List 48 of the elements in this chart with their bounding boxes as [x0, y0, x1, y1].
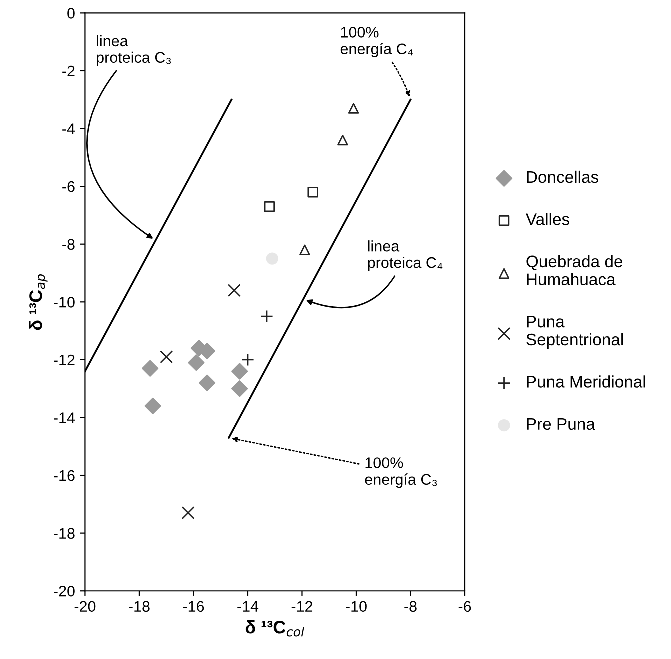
annotation: linea proteica C₃ [97, 35, 172, 66]
y-axis-title: δ ¹³C$_{ap}$ [29, 274, 48, 330]
y-tick-label: -12 [54, 354, 75, 366]
x-tick-label: -20 [74, 601, 96, 612]
point [266, 252, 278, 265]
x-axis-title: δ ¹³C$_{col}$ [246, 620, 304, 637]
point [232, 380, 248, 398]
x-tick-label: -12 [292, 601, 313, 612]
y-tick-label: -6 [62, 181, 75, 192]
x-tick-label: -6 [458, 601, 472, 612]
y-tick-label: -4 [62, 124, 76, 134]
point [348, 103, 360, 114]
legend-label: Puna Meridional [527, 376, 646, 388]
y-tick-label: -16 [54, 470, 75, 482]
y-tick-label: -20 [54, 586, 75, 597]
legend-label: Quebrada de Humahuaca [526, 255, 622, 286]
point [144, 398, 162, 414]
x-tick-label: -10 [346, 601, 367, 612]
point [188, 354, 205, 372]
legend-label: Pre Puna [527, 418, 596, 430]
point [142, 360, 159, 377]
legend-label: Doncellas [527, 170, 599, 184]
point [198, 374, 216, 392]
y-tick-label: -10 [54, 297, 75, 308]
annotation: 100% energía C₃ [365, 458, 438, 488]
annotation: linea proteica C₄ [368, 240, 443, 272]
point [160, 350, 174, 364]
point [182, 506, 195, 520]
point [241, 353, 254, 366]
x-tick-label: -16 [183, 601, 204, 612]
point [260, 310, 274, 324]
point [300, 244, 310, 256]
y-tick-label: -2 [62, 66, 75, 77]
point [264, 201, 276, 212]
x-tick-label: -8 [404, 601, 417, 612]
y-tick-label: -8 [62, 239, 75, 250]
legend-label: Puna Septentrional [526, 316, 624, 349]
point [232, 363, 248, 380]
point [338, 134, 348, 146]
y-tick-label: -18 [54, 528, 75, 540]
annotation: 100% energía C₄ [340, 27, 413, 58]
x-tick-label: -14 [238, 601, 259, 612]
point [228, 284, 241, 298]
x-tick-label: -18 [129, 601, 150, 612]
y-tick-label: -14 [54, 412, 76, 424]
y-tick-label: 0 [68, 8, 75, 19]
point [308, 186, 318, 198]
legend-label: Valles [526, 213, 570, 226]
